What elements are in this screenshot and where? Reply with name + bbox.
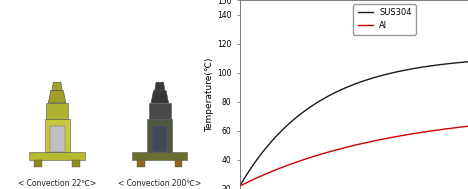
Line: Al: Al xyxy=(240,126,468,186)
SUS304 xyxy=(237,185,242,187)
SUS304 xyxy=(345,86,351,88)
SUS304 xyxy=(424,65,430,68)
Polygon shape xyxy=(132,152,187,160)
Polygon shape xyxy=(175,160,183,167)
Y-axis label: Temperature(℃): Temperature(℃) xyxy=(205,57,214,132)
SUS304 xyxy=(360,80,366,82)
Al xyxy=(345,146,351,148)
Polygon shape xyxy=(151,91,168,103)
Text: < Convection 200℃>: < Convection 200℃> xyxy=(118,179,201,188)
Al xyxy=(460,126,465,128)
Line: SUS304: SUS304 xyxy=(240,62,468,186)
Polygon shape xyxy=(147,119,172,152)
SUS304 xyxy=(373,76,379,78)
Polygon shape xyxy=(50,126,65,152)
Al xyxy=(360,142,366,144)
Legend: SUS304, Al: SUS304, Al xyxy=(353,4,416,35)
Polygon shape xyxy=(46,103,68,119)
Polygon shape xyxy=(148,103,171,119)
Text: < Convection 22℃>: < Convection 22℃> xyxy=(18,179,96,188)
Al xyxy=(347,145,352,148)
SUS304 xyxy=(460,61,465,63)
Polygon shape xyxy=(52,82,62,91)
Al xyxy=(373,139,379,142)
Polygon shape xyxy=(29,152,85,160)
Al xyxy=(424,130,430,133)
Polygon shape xyxy=(72,160,80,167)
Polygon shape xyxy=(44,119,70,152)
Polygon shape xyxy=(35,160,42,167)
Al xyxy=(465,125,468,127)
Al xyxy=(237,185,242,187)
Polygon shape xyxy=(152,126,168,152)
SUS304 xyxy=(347,85,352,87)
SUS304 xyxy=(465,61,468,63)
Polygon shape xyxy=(137,160,145,167)
Polygon shape xyxy=(48,91,66,103)
Polygon shape xyxy=(155,82,165,91)
